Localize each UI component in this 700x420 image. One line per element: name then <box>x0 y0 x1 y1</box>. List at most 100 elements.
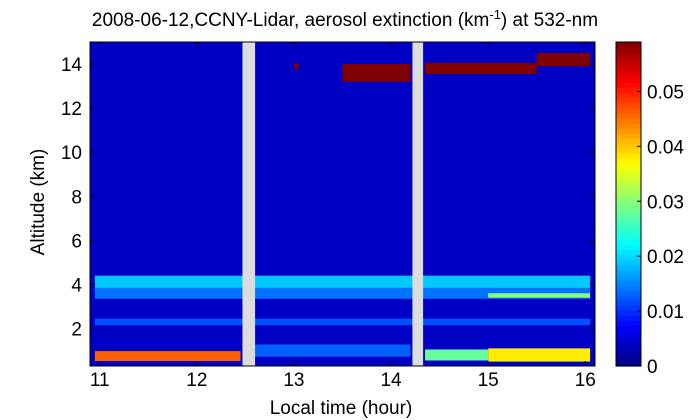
colorbar-cell <box>616 320 641 327</box>
colorbar-tick-label: 0.05 <box>647 82 684 103</box>
colorbar-cell <box>616 219 641 225</box>
extinction-layer-9 <box>425 62 537 74</box>
colorbar-cell <box>616 97 641 104</box>
colorbar-cell <box>616 214 641 220</box>
colorbar-cell <box>616 52 641 58</box>
colorbar-cell <box>616 143 641 149</box>
colorbar-cell <box>616 42 641 48</box>
colorbar-tick-label: 0.03 <box>647 192 684 213</box>
colorbar-tick-label: 0.04 <box>647 137 684 158</box>
colorbar-cell <box>616 234 641 241</box>
y-tick-label: 6 <box>71 231 82 252</box>
colorbar-cell <box>616 310 641 316</box>
y-tick-label: 2 <box>71 320 82 341</box>
chart-title-main: 2008-06-12,CCNY-Lidar, aerosol extinctio… <box>92 10 489 31</box>
y-tick-label: 8 <box>71 187 82 208</box>
chart-title: 2008-06-12,CCNY-Lidar, aerosol extinctio… <box>92 7 598 31</box>
colorbar-cell <box>616 229 641 235</box>
colorbar-cell <box>616 264 641 271</box>
colorbar-cell <box>616 67 641 73</box>
y-tick-label: 14 <box>61 55 83 76</box>
plot-area <box>89 41 596 367</box>
colorbar-cell <box>616 133 641 139</box>
extinction-layer-4 <box>255 344 411 357</box>
x-tick-label: 11 <box>90 370 110 391</box>
colorbar-cell <box>616 295 641 301</box>
colorbar-cell <box>616 335 641 342</box>
colorbar-cell <box>616 224 641 230</box>
extinction-layer-7 <box>488 293 591 298</box>
colorbar-cell <box>616 57 641 63</box>
x-tick-label: 12 <box>186 370 207 391</box>
colorbar-cell <box>616 178 641 185</box>
colorbar-cell <box>616 244 641 251</box>
chart-title-suffix: ) at 532-nm <box>501 10 598 31</box>
colorbar-cell <box>616 183 641 190</box>
colorbar-tick-label: 0.02 <box>647 247 684 268</box>
colorbar-cell <box>616 102 641 109</box>
extinction-layer-6 <box>488 348 591 362</box>
colorbar-cell <box>616 330 641 337</box>
extinction-layer-3 <box>94 351 241 362</box>
colorbar-frame <box>615 41 642 367</box>
colorbar-cell <box>616 239 641 246</box>
colorbar-cell <box>616 350 641 357</box>
colorbar-cell <box>616 47 641 53</box>
colorbar-cell <box>616 209 641 215</box>
colorbar-cell <box>616 345 641 352</box>
extinction-layer-11 <box>293 63 299 69</box>
colorbar-cell <box>616 123 641 129</box>
x-tick-label: 14 <box>380 370 402 391</box>
colorbar-cell <box>616 355 641 362</box>
colorbar-cell <box>616 72 641 79</box>
colorbar-cell <box>616 168 641 175</box>
extinction-layer-8 <box>342 64 411 82</box>
colorbar-tick-label: 0.01 <box>647 302 684 323</box>
colorbar-cell <box>616 112 641 119</box>
y-tick-label: 10 <box>61 143 82 164</box>
colorbar-ticks: 0 0.01 0.02 0.03 0.04 0.05 <box>637 82 684 378</box>
colorbar-cell <box>616 82 641 89</box>
colorbar-cell <box>616 315 641 322</box>
colorbar-cell <box>616 254 641 261</box>
colorbar-cell <box>616 249 641 256</box>
extinction-layer-1 <box>94 287 591 299</box>
x-tick-label: 16 <box>575 370 596 391</box>
colorbar-cell <box>616 285 641 291</box>
colorbar-cell <box>616 188 641 195</box>
y-tick-label: 4 <box>71 275 82 296</box>
colorbar-cell <box>616 77 641 84</box>
x-axis-ticks: 11 12 13 14 15 16 <box>90 42 596 391</box>
colorbar-cell <box>616 204 641 210</box>
colorbar-cell <box>616 198 641 205</box>
x-tick-label: 15 <box>478 370 499 391</box>
colorbar-cell <box>616 279 641 286</box>
colorbar-cell <box>616 325 641 332</box>
x-tick-label: 13 <box>283 370 304 391</box>
colorbar-cell <box>616 163 641 170</box>
y-tick-label: 12 <box>61 99 82 120</box>
extinction-layer-2 <box>94 318 591 326</box>
data-gap-1 <box>412 42 424 366</box>
plot-frame <box>89 41 596 367</box>
extinction-layer-5 <box>425 349 489 361</box>
colorbar <box>615 41 642 367</box>
colorbar-cell <box>616 173 641 180</box>
colorbar-cell <box>616 148 641 154</box>
colorbar-cell <box>616 193 641 200</box>
colorbar-tick-label: 0 <box>647 357 658 378</box>
colorbar-cell <box>616 290 641 296</box>
x-axis-label: Local time (hour) <box>270 398 413 419</box>
colorbar-cell <box>616 117 641 124</box>
colorbar-cell <box>616 92 641 99</box>
y-axis-ticks: 2 4 6 8 10 12 14 <box>61 55 595 341</box>
colorbar-cell <box>616 340 641 347</box>
colorbar-cell <box>616 107 641 114</box>
colorbar-cell <box>616 158 641 165</box>
data-gap-0 <box>242 42 256 366</box>
chart-title-exponent: -1 <box>489 7 501 22</box>
colorbar-cell <box>616 87 641 94</box>
colorbar-cell <box>616 153 641 160</box>
y-axis-label: Altitude (km) <box>28 149 49 256</box>
